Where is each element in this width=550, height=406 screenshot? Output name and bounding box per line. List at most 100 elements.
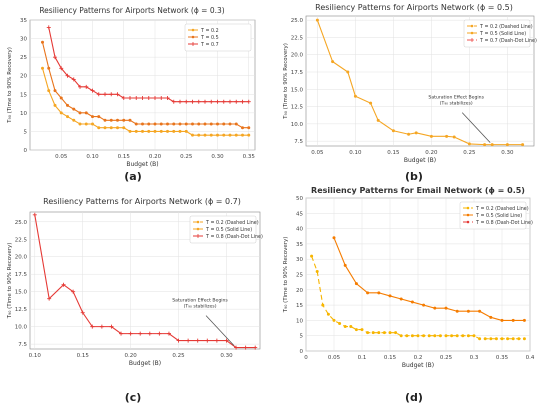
data-point bbox=[72, 118, 76, 122]
x-tick-label: 0.25 bbox=[440, 355, 453, 361]
legend-label: T = 0.8 (Dash-Dot Line) bbox=[205, 234, 263, 240]
x-tick-label: 0.15 bbox=[384, 355, 397, 361]
y-tick-label: 10.0 bbox=[15, 325, 28, 331]
data-point bbox=[221, 99, 226, 104]
data-point bbox=[96, 92, 101, 97]
data-point bbox=[71, 289, 76, 294]
data-point bbox=[209, 133, 213, 137]
data-point bbox=[444, 334, 448, 338]
data-point bbox=[159, 129, 163, 133]
legend-label: T = 0.2 (Dashed Line) bbox=[205, 220, 259, 226]
y-tick-label: 40 bbox=[296, 227, 303, 233]
data-point bbox=[184, 99, 189, 104]
y-tick-label: 25.0 bbox=[15, 220, 28, 226]
data-point bbox=[157, 331, 162, 336]
data-point bbox=[506, 337, 510, 341]
data-point bbox=[71, 77, 76, 82]
data-point bbox=[321, 303, 325, 307]
data-point bbox=[78, 84, 82, 89]
x-tick-label: 0.10 bbox=[349, 150, 362, 156]
chart-title: Resiliency Patterns for Email Network (ϕ… bbox=[311, 186, 525, 195]
data-point bbox=[511, 318, 515, 322]
data-point bbox=[234, 133, 238, 137]
series-line bbox=[311, 255, 525, 340]
x-axis-label: Budget (B) bbox=[402, 362, 434, 369]
data-point bbox=[399, 334, 403, 338]
data-point bbox=[489, 315, 493, 319]
data-point bbox=[241, 126, 244, 130]
x-tick-label: 0.25 bbox=[172, 353, 185, 359]
legend-box bbox=[463, 19, 531, 48]
y-tick-label: 45 bbox=[296, 211, 303, 217]
data-point bbox=[61, 282, 66, 287]
series-line bbox=[41, 68, 249, 136]
data-point bbox=[147, 122, 151, 126]
data-point bbox=[66, 103, 69, 107]
data-point bbox=[382, 331, 386, 335]
legend-swatch-marker bbox=[191, 42, 195, 46]
data-point bbox=[422, 334, 426, 338]
legend-label: T = 0.5 (Solid Line) bbox=[479, 31, 526, 37]
x-tick-label: 0.35 bbox=[243, 154, 256, 160]
x-tick-label: 0.20 bbox=[149, 154, 162, 160]
data-point bbox=[522, 337, 526, 341]
legend-swatch-marker bbox=[466, 206, 470, 210]
data-point bbox=[228, 133, 232, 137]
data-point bbox=[176, 338, 181, 343]
legend-swatch-marker bbox=[196, 220, 200, 224]
legend-swatch-marker bbox=[191, 28, 195, 32]
data-point bbox=[128, 129, 132, 133]
legend-label: T = 0.2 (Dashed Line) bbox=[475, 206, 529, 212]
data-point bbox=[203, 122, 207, 126]
data-point bbox=[414, 131, 418, 135]
y-tick-label: 15.0 bbox=[15, 290, 28, 296]
legend-label: T = 0.5 bbox=[200, 35, 219, 41]
data-point bbox=[521, 143, 525, 147]
data-point bbox=[47, 66, 51, 70]
y-tick-label: 17.5 bbox=[15, 272, 28, 278]
data-point bbox=[178, 122, 182, 126]
y-tick-label: 7.5 bbox=[294, 139, 303, 145]
data-point bbox=[134, 96, 139, 100]
data-point bbox=[53, 55, 57, 60]
annotation-text: Saturation Effect Begins bbox=[172, 298, 228, 304]
data-point bbox=[240, 99, 245, 104]
legend-swatch-marker bbox=[466, 213, 470, 217]
data-point bbox=[326, 312, 330, 316]
data-point bbox=[369, 101, 373, 105]
x-tick-label: 0.1 bbox=[358, 355, 367, 361]
data-point bbox=[517, 337, 521, 341]
data-point bbox=[433, 306, 437, 310]
data-point bbox=[366, 331, 370, 335]
x-tick-label: 0.4 bbox=[526, 355, 535, 361]
data-point bbox=[353, 94, 357, 98]
data-point bbox=[222, 133, 226, 137]
data-point bbox=[343, 325, 347, 329]
data-point bbox=[103, 92, 107, 97]
y-tick-label: 17.5 bbox=[291, 70, 304, 76]
legend-swatch-marker bbox=[196, 227, 200, 231]
data-point bbox=[429, 134, 433, 138]
data-point bbox=[366, 291, 370, 295]
data-point bbox=[128, 331, 133, 336]
data-point bbox=[228, 122, 232, 126]
data-point bbox=[203, 133, 207, 137]
data-point bbox=[59, 111, 63, 115]
data-point bbox=[153, 122, 157, 126]
legend-label: T = 0.7 (Dash-Dot Line) bbox=[479, 38, 537, 44]
data-point bbox=[171, 99, 176, 104]
x-tick-label: 0.35 bbox=[496, 355, 509, 361]
data-point bbox=[46, 25, 51, 30]
x-tick-label: 0.30 bbox=[220, 353, 233, 359]
data-point bbox=[103, 118, 107, 122]
y-tick-label: 22.5 bbox=[291, 35, 304, 41]
y-tick-label: 10.0 bbox=[291, 122, 304, 128]
data-point bbox=[346, 70, 350, 74]
data-point bbox=[371, 331, 375, 335]
data-point bbox=[197, 122, 201, 126]
data-point bbox=[467, 142, 471, 146]
data-point bbox=[116, 126, 119, 130]
data-point bbox=[388, 294, 392, 298]
data-point bbox=[147, 331, 152, 336]
data-point bbox=[141, 129, 144, 133]
